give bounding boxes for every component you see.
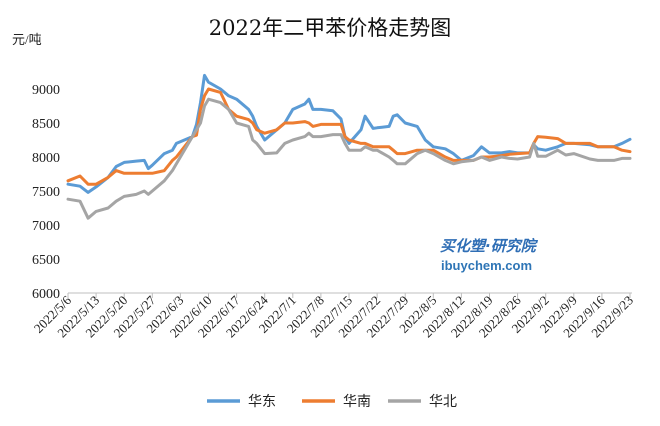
series-line-south-china	[66, 87, 632, 186]
legend-label-south-china: 华南	[343, 393, 371, 409]
y-tick-label: 6000	[32, 287, 60, 302]
y-axis-unit-label: 元/吨	[12, 32, 42, 47]
y-tick-label: 8000	[32, 151, 60, 166]
legend-label-east-china: 华东	[248, 393, 276, 409]
chart-title: 2022年二甲苯价格走势图	[209, 16, 451, 40]
legend: 华东 华南 华北	[207, 393, 457, 409]
watermark-site: ibuychem.com	[441, 258, 532, 273]
y-tick-label: 6500	[32, 253, 60, 268]
series-group	[66, 73, 632, 220]
y-axis: 6000 6500 7000 7500 8000 8500 9000	[32, 83, 60, 302]
watermark: 买化塑·研究院 ibuychem.com	[440, 237, 539, 273]
series-line-north-china	[66, 97, 632, 220]
y-tick-label: 7500	[32, 185, 60, 200]
y-tick-label: 8500	[32, 117, 60, 132]
series-line-east-china	[66, 73, 632, 194]
legend-label-north-china: 华北	[429, 393, 457, 409]
y-tick-label: 7000	[32, 219, 60, 234]
x-axis: 2022/5/62022/5/132022/5/202022/5/272022/…	[31, 292, 636, 340]
y-tick-label: 9000	[32, 83, 60, 98]
watermark-brand: 买化塑·研究院	[440, 237, 539, 255]
